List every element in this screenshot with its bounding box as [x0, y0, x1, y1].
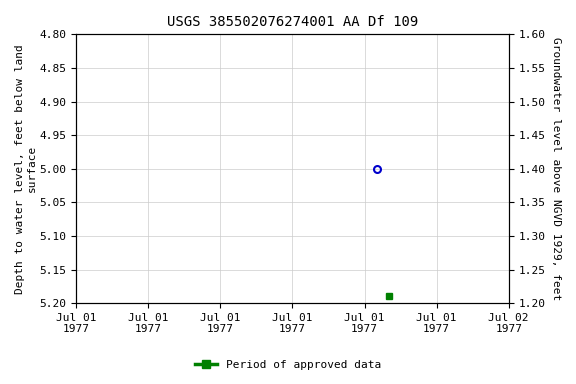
Legend: Period of approved data: Period of approved data [191, 356, 385, 375]
Title: USGS 385502076274001 AA Df 109: USGS 385502076274001 AA Df 109 [167, 15, 418, 29]
Y-axis label: Depth to water level, feet below land
surface: Depth to water level, feet below land su… [15, 44, 37, 294]
Y-axis label: Groundwater level above NGVD 1929, feet: Groundwater level above NGVD 1929, feet [551, 37, 561, 300]
